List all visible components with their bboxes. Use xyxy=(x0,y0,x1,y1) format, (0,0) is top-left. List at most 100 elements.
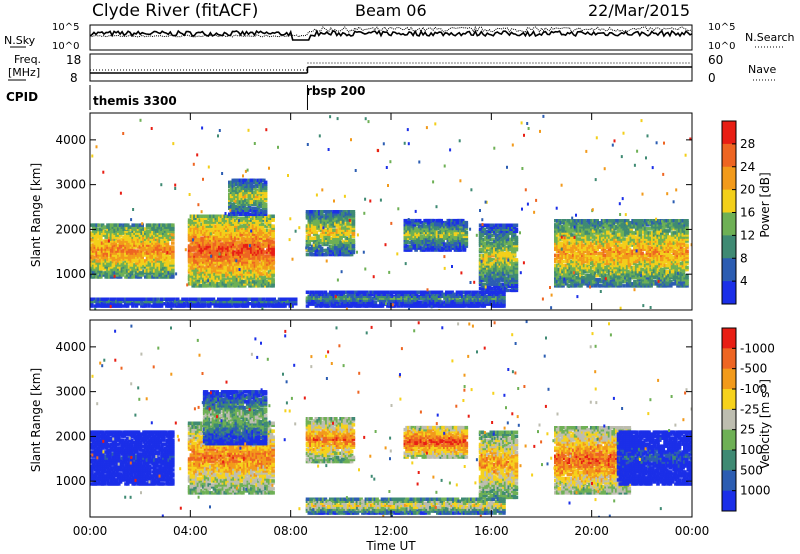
echo-cell xyxy=(591,282,596,286)
echo-cell xyxy=(319,220,324,224)
echo-cell xyxy=(100,227,105,231)
echo-cell xyxy=(484,252,488,256)
echo-cell xyxy=(165,235,170,239)
echo-cell xyxy=(93,229,98,233)
echo-cell xyxy=(235,216,240,220)
echo-cell xyxy=(267,266,272,270)
echo-cell xyxy=(207,270,211,274)
echo-cell xyxy=(90,253,94,257)
echo-cell xyxy=(408,220,413,225)
echo-cell xyxy=(267,282,272,286)
echo-cell xyxy=(341,250,345,255)
echo-cell xyxy=(428,244,433,248)
echo-cell xyxy=(444,226,449,231)
echo-cell xyxy=(248,274,252,278)
echo-cell xyxy=(577,278,581,282)
echo-cell xyxy=(225,274,229,278)
echo-cell xyxy=(189,232,194,236)
echo-cell xyxy=(99,257,103,261)
echo-cell xyxy=(212,262,217,266)
echo-cell xyxy=(464,220,469,225)
echo-cell xyxy=(228,200,232,204)
echo-cell xyxy=(267,250,272,254)
echo-cell xyxy=(586,273,590,278)
echo-cell xyxy=(234,280,238,284)
echo-cell xyxy=(93,233,98,237)
echo-cell xyxy=(455,220,460,225)
echo-cell xyxy=(487,260,492,264)
echo-cell xyxy=(158,273,162,277)
echo-cell xyxy=(493,252,497,256)
echo-cell xyxy=(189,222,194,226)
echo-cell xyxy=(575,267,580,272)
echo-cell xyxy=(491,237,495,242)
echo-cell xyxy=(232,270,236,274)
echo-cell xyxy=(202,222,206,226)
echo-cell xyxy=(478,282,483,286)
echo-cell xyxy=(171,253,175,257)
echo-cell xyxy=(162,259,166,263)
echo-cell xyxy=(126,247,130,251)
echo-cell xyxy=(448,228,452,233)
echo-cell xyxy=(171,257,175,261)
echo-cell xyxy=(416,230,420,235)
echo-cell xyxy=(441,240,445,244)
echo-cell xyxy=(346,212,350,216)
echo-cell xyxy=(258,180,262,185)
echo-cell xyxy=(342,214,347,218)
echo-cell xyxy=(196,278,201,282)
echo-cell xyxy=(432,232,436,237)
echo-region xyxy=(478,223,519,293)
echo-cell xyxy=(351,228,356,232)
echo-cell xyxy=(221,256,226,260)
echo-cell xyxy=(267,256,272,260)
echo-cell xyxy=(269,264,274,268)
echo-cell xyxy=(246,272,251,276)
echo-cell xyxy=(311,218,315,222)
echo-cell xyxy=(120,237,125,241)
echo-cell xyxy=(221,258,226,262)
echo-cell xyxy=(484,270,488,274)
echo-cell xyxy=(145,251,150,255)
echo-cell xyxy=(582,219,587,223)
echo-cell xyxy=(319,210,324,214)
echo-cell xyxy=(223,220,227,224)
echo-cell xyxy=(246,226,251,230)
echo-cell xyxy=(319,226,324,230)
echo-cell xyxy=(505,233,510,238)
echo-cell xyxy=(267,254,272,258)
echo-cell xyxy=(611,233,616,237)
echo-cell xyxy=(165,263,170,267)
echo-cell xyxy=(242,186,246,191)
echo-cell xyxy=(597,231,601,235)
echo-cell xyxy=(111,249,116,253)
echo-cell xyxy=(555,239,560,243)
echo-cell xyxy=(426,248,431,252)
echo-cell xyxy=(593,219,598,223)
echo-cell xyxy=(223,264,227,268)
echo-cell xyxy=(267,276,272,280)
echo-cell xyxy=(269,238,274,242)
echo-cell xyxy=(216,248,220,252)
echo-cell xyxy=(351,222,356,226)
echo-cell xyxy=(117,235,121,239)
echo-cell xyxy=(595,282,599,286)
echo-cell xyxy=(171,275,175,279)
echo-cell xyxy=(593,223,598,227)
echo-cell xyxy=(419,234,424,239)
echo-cell xyxy=(100,223,105,227)
echo-cell xyxy=(557,284,562,288)
echo-cell xyxy=(93,263,98,267)
echo-cell xyxy=(244,214,249,218)
echo-cell xyxy=(568,280,572,284)
echo-cell xyxy=(559,257,563,262)
echo-cell xyxy=(595,278,599,282)
echo-cell xyxy=(246,258,251,262)
echo-cell xyxy=(260,252,265,256)
echo-cell xyxy=(593,245,598,249)
echo-cell xyxy=(342,210,347,214)
echo-cell xyxy=(102,249,107,253)
echo-cell xyxy=(590,278,594,282)
echo-cell xyxy=(102,233,107,237)
echo-cell xyxy=(351,210,356,214)
